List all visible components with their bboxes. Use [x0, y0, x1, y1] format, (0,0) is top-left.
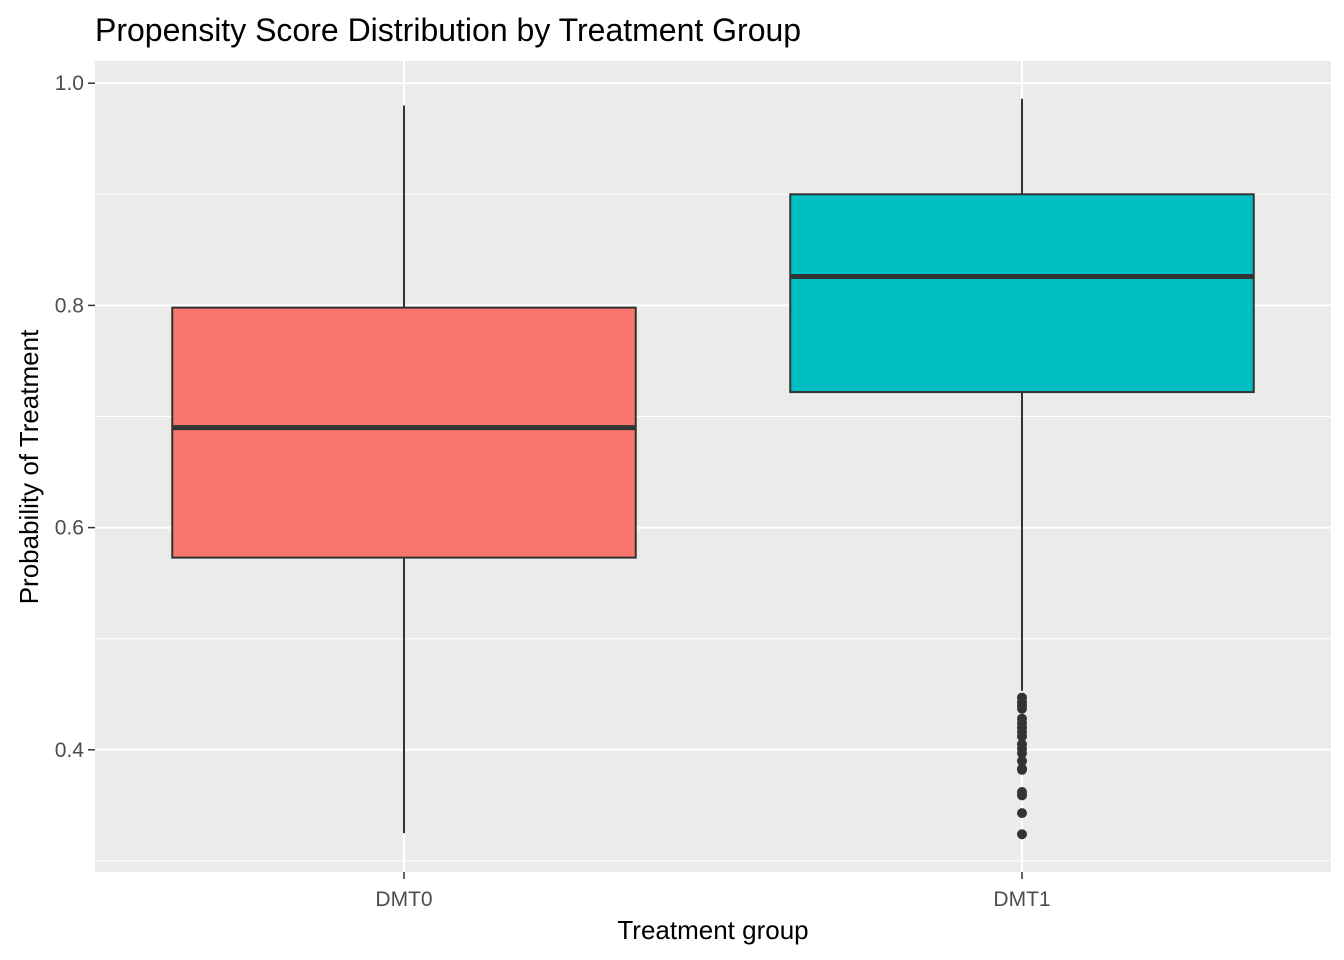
x-axis-title: Treatment group — [617, 915, 808, 945]
y-tick-label: 0.8 — [55, 294, 84, 317]
outlier-point-dmt1 — [1017, 829, 1027, 840]
box-dmt0 — [171, 306, 637, 559]
outlier-point-dmt1 — [1017, 731, 1027, 742]
y-axis-title: Probability of Treatment — [14, 329, 44, 604]
y-tick-label: 0.4 — [55, 739, 85, 762]
box-dmt1 — [789, 193, 1255, 394]
outlier-point-dmt1 — [1017, 790, 1027, 801]
outlier-point-dmt1 — [1017, 703, 1027, 714]
y-tick-label: 0.6 — [55, 517, 84, 540]
box-group-dmt1 — [789, 98, 1255, 840]
box-group-dmt0 — [171, 105, 637, 834]
x-axis: DMT0 DMT1 — [375, 872, 1051, 911]
chart-title: Propensity Score Distribution by Treatme… — [95, 12, 801, 48]
outlier-point-dmt1 — [1017, 748, 1027, 759]
outlier-point-dmt1 — [1017, 808, 1027, 819]
outlier-point-dmt1 — [1017, 764, 1027, 775]
boxes-layer — [171, 98, 1255, 840]
y-axis: 0.4 0.6 0.8 1.0 — [55, 72, 95, 762]
x-tick-label: DMT0 — [375, 888, 432, 911]
outlier-point-dmt1 — [1017, 755, 1027, 766]
y-tick-label: 1.0 — [55, 72, 84, 95]
x-tick-label: DMT1 — [993, 888, 1050, 911]
